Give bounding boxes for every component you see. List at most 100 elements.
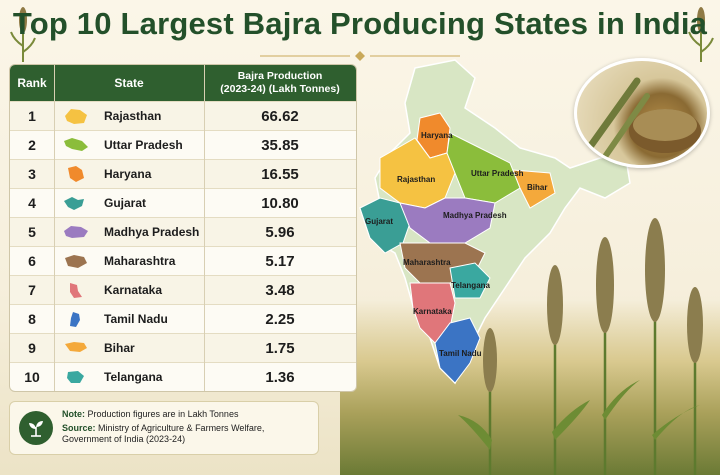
table-row: 1 Rajasthan 66.62 [10, 101, 356, 130]
rank-cell: 6 [28, 253, 36, 269]
table-row: 8 Tamil Nadu 2.25 [10, 304, 356, 333]
state-cell: Gujarat [54, 193, 204, 213]
millet-stalk-icon-left [10, 7, 36, 62]
map-state-bihar [512, 169, 556, 209]
map-label-madhya-pradesh: Madhya Pradesh [443, 211, 507, 220]
state-cell: Rajasthan [54, 106, 204, 126]
production-table: Rank State Bajra Production (2023-24) (L… [9, 64, 357, 392]
state-cell: Karnataka [54, 280, 204, 300]
rank-cell: 4 [28, 195, 36, 211]
state-name: Uttar Pradesh [104, 138, 183, 152]
millet-spikes-illustration [458, 218, 703, 475]
map-label-haryana: Haryana [421, 131, 453, 140]
source-line: Source: Ministry of Agriculture & Farmer… [62, 423, 312, 445]
map-label-maharashtra: Maharashtra [403, 258, 451, 267]
header-state: State [114, 76, 144, 90]
bajra-grain-photo [574, 58, 710, 168]
table-row: 7 Karnataka 3.48 [10, 275, 356, 304]
production-value: 3.48 [265, 281, 295, 299]
state-shape-icon [68, 166, 84, 182]
production-value: 16.55 [261, 165, 299, 183]
state-name: Tamil Nadu [104, 312, 168, 326]
source-text: Ministry of Agriculture & Farmers Welfar… [62, 423, 265, 444]
state-cell: Haryana [54, 164, 204, 184]
map-label-karnataka: Karnataka [413, 307, 452, 316]
header-production-line1: Bajra Production [237, 70, 323, 82]
table-row: 4 Gujarat 10.80 [10, 188, 356, 217]
note-line: Note: Production figures are in Lakh Ton… [62, 409, 238, 419]
map-label-uttar-pradesh: Uttar Pradesh [471, 169, 524, 178]
header-production-line2: (2023-24) (Lakh Tonnes) [220, 83, 340, 95]
state-shape-icon [64, 197, 84, 210]
page-title: Top 10 Largest Bajra Producing States in… [12, 6, 708, 41]
table-row: 6 Maharashtra 5.17 [10, 246, 356, 275]
millet-stalk-icon-right [688, 7, 714, 62]
header-production: Bajra Production (2023-24) (Lakh Tonnes) [204, 70, 356, 96]
note-label: Note: [62, 409, 85, 419]
map-label-rajasthan: Rajasthan [397, 175, 435, 184]
map-label-gujarat: Gujarat [365, 217, 393, 226]
state-name: Gujarat [104, 196, 147, 210]
millet-field-background [340, 300, 720, 475]
state-shape-icon [67, 371, 84, 383]
state-name: Haryana [104, 167, 152, 181]
production-value: 5.96 [265, 223, 295, 241]
state-cell: Madhya Pradesh [54, 222, 204, 242]
map-state-rajasthan [379, 137, 456, 209]
state-shape-icon [65, 109, 87, 124]
state-shape-icon [64, 226, 88, 238]
table-row: 9 Bihar 1.75 [10, 333, 356, 362]
production-value: 35.85 [261, 136, 299, 154]
rank-cell: 5 [28, 224, 36, 240]
table-row: 2 Uttar Pradesh 35.85 [10, 130, 356, 159]
state-shape-icon [70, 312, 80, 327]
map-state-madhya-pradesh [399, 197, 496, 244]
state-name: Maharashtra [104, 254, 176, 268]
production-value: 10.80 [261, 194, 299, 212]
state-shape-icon [70, 283, 82, 298]
rank-cell: 7 [28, 282, 36, 298]
rank-cell: 1 [28, 108, 36, 124]
state-cell: Tamil Nadu [54, 309, 204, 329]
state-shape-icon [65, 255, 87, 268]
state-name: Bihar [104, 341, 135, 355]
state-name: Madhya Pradesh [104, 225, 200, 239]
table-header: Rank State Bajra Production (2023-24) (L… [10, 65, 356, 101]
production-value: 5.17 [265, 252, 295, 270]
state-cell: Bihar [54, 338, 204, 358]
state-name: Rajasthan [104, 109, 162, 123]
state-cell: Telangana [54, 367, 204, 387]
map-label-telangana: Telangana [451, 281, 491, 290]
state-shape-icon [64, 138, 88, 151]
map-label-tamil-nadu: Tamil Nadu [439, 349, 482, 358]
rank-cell: 2 [28, 137, 36, 153]
production-value: 1.75 [265, 339, 295, 357]
map-state-tamil-nadu [434, 317, 481, 384]
production-value: 66.62 [261, 107, 299, 125]
state-name: Karnataka [104, 283, 163, 297]
table-row: 5 Madhya Pradesh 5.96 [10, 217, 356, 246]
title-divider [260, 51, 460, 61]
note-text: Production figures are in Lakh Tonnes [87, 409, 239, 419]
rank-cell: 8 [28, 311, 36, 327]
sprout-icon [19, 411, 53, 445]
state-cell: Maharashtra [54, 251, 204, 271]
map-label-bihar: Bihar [527, 183, 547, 192]
india-map: Haryana Rajasthan Uttar Pradesh Bihar Gu… [359, 59, 631, 385]
table-body: 1 Rajasthan 66.62 2 Uttar Pradesh 35.85 3 Harya… [10, 101, 356, 391]
map-state-telangana [449, 262, 491, 299]
state-name: Telangana [104, 370, 163, 384]
source-label: Source: [62, 423, 96, 433]
table-row: 10 Telangana 1.36 [10, 362, 356, 391]
map-state-gujarat [359, 197, 411, 254]
header-rank: Rank [17, 76, 47, 90]
rank-cell: 10 [24, 369, 40, 385]
table-row: 3 Haryana 16.55 [10, 159, 356, 188]
note-box: Note: Production figures are in Lakh Ton… [9, 401, 319, 455]
production-value: 1.36 [265, 368, 295, 386]
state-cell: Uttar Pradesh [54, 135, 204, 155]
rank-cell: 9 [28, 340, 36, 356]
production-value: 2.25 [265, 310, 295, 328]
state-shape-icon [65, 342, 87, 352]
rank-cell: 3 [28, 166, 36, 182]
